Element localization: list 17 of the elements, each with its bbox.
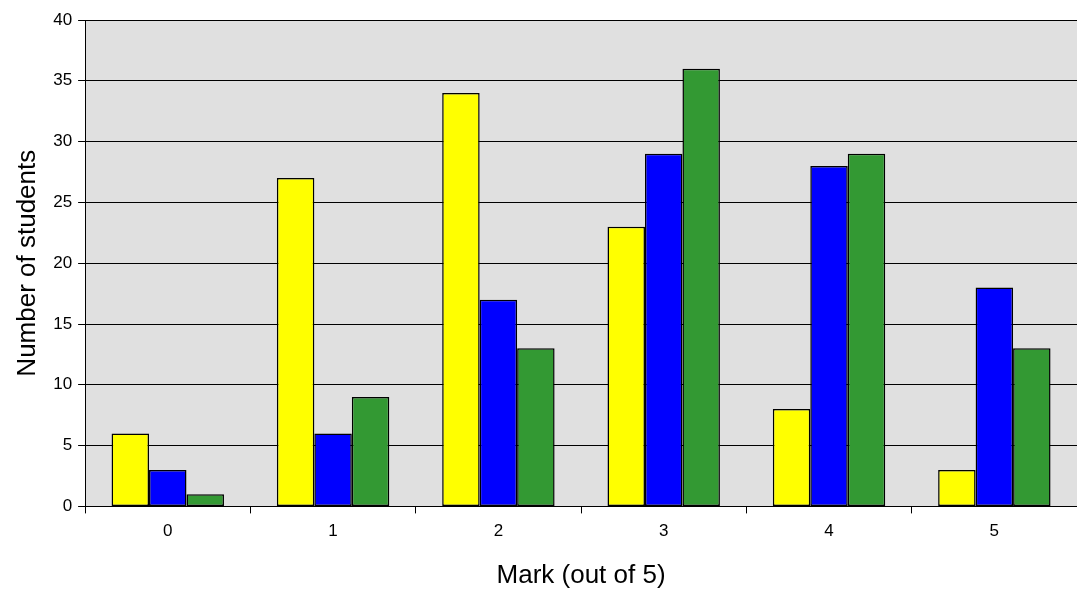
y-tick-label: 15 [53,313,73,333]
y-tick-label: 40 [53,9,73,29]
y-tick-label: 35 [53,70,73,90]
x-tick-label: 5 [989,521,1000,541]
y-tick-label: 10 [53,374,73,394]
y-tick-label: 0 [62,496,73,516]
x-tick-label: 2 [493,521,504,541]
y-tick-label: 30 [53,131,73,151]
y-tick-label: 5 [62,435,73,455]
x-tick-label: 4 [824,521,834,541]
x-axis-title: Mark (out of 5) [496,558,666,589]
y-tick-label: 25 [53,192,73,212]
x-tick-label: 3 [658,521,669,541]
y-axis-title: Number of students [10,149,41,377]
x-tick-label: 0 [163,521,173,541]
y-tick-label: 20 [53,252,73,272]
x-tick-label: 1 [328,521,338,541]
